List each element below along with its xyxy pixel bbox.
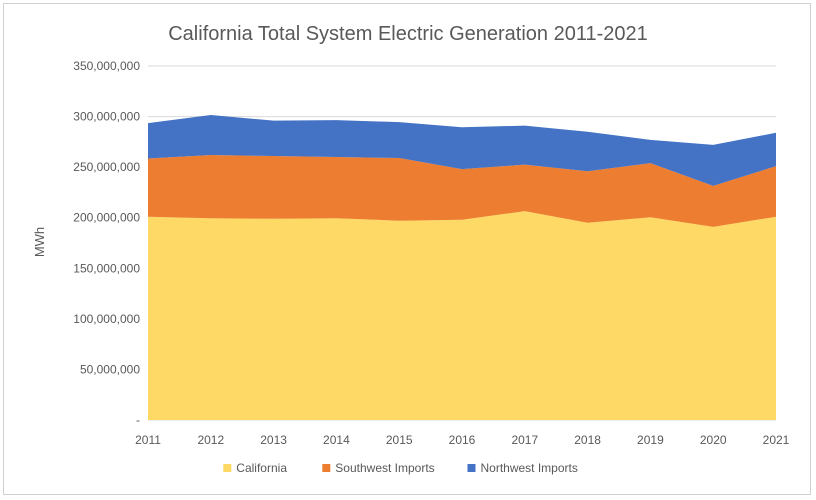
x-tick-label: 2019 <box>637 433 664 447</box>
x-tick-label: 2017 <box>511 433 538 447</box>
legend-label-california: California <box>236 461 287 475</box>
legend-label-southwest-imports: Southwest Imports <box>335 461 434 475</box>
y-tick-label: 150,000,000 <box>73 261 140 275</box>
y-tick-label: 250,000,000 <box>73 160 140 174</box>
legend-swatch-southwest-imports <box>322 464 331 472</box>
area-southwest-imports <box>148 155 776 227</box>
x-tick-label: 2016 <box>449 433 476 447</box>
x-tick-label: 2018 <box>574 433 601 447</box>
y-tick-label: 350,000,000 <box>73 59 140 73</box>
x-tick-label: 2015 <box>386 433 413 447</box>
area-northwest-imports <box>148 115 776 186</box>
y-tick-label: 300,000,000 <box>73 110 140 124</box>
legend-swatch-california <box>223 464 232 472</box>
x-tick-label: 2020 <box>700 433 727 447</box>
y-axis-ticks: - 50,000,000 100,000,000 150,000,000 200,000… <box>73 59 140 427</box>
legend-label-northwest-imports: Northwest Imports <box>481 461 578 475</box>
x-axis-ticks: 2011 2012 2013 2014 2015 2016 2017 2018 2019 2020… <box>135 433 790 447</box>
y-tick-label: 50,000,000 <box>80 362 140 376</box>
y-tick-label: - <box>136 413 140 427</box>
legend: California Southwest Imports Northwest Imp… <box>223 461 578 475</box>
y-axis-label: MWh <box>32 227 47 257</box>
x-tick-label: 2021 <box>763 433 790 447</box>
legend-swatch-northwest-imports <box>467 464 476 472</box>
x-tick-label: 2013 <box>260 433 287 447</box>
y-tick-label: 100,000,000 <box>73 312 140 326</box>
x-tick-label: 2011 <box>135 433 161 447</box>
area-california <box>148 211 776 420</box>
x-tick-label: 2014 <box>323 433 350 447</box>
y-tick-label: 200,000,000 <box>73 211 140 225</box>
chart-title: California Total System Electric Generat… <box>168 23 648 45</box>
x-tick-label: 2012 <box>197 433 224 447</box>
areas <box>148 115 776 420</box>
